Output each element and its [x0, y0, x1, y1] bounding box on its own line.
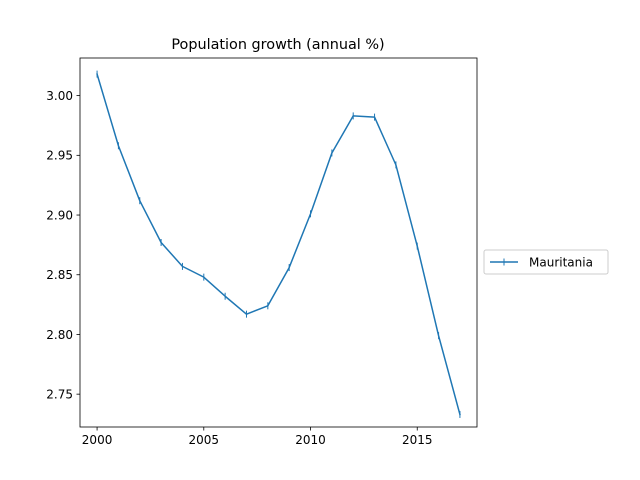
y-tick-label: 2.95 [46, 149, 73, 163]
plot-frame [79, 57, 478, 428]
y-tick-label: 2.75 [46, 387, 73, 401]
y-tick-label: 2.90 [46, 208, 73, 222]
y-tick-label: 3.00 [46, 89, 73, 103]
series-layer [96, 70, 461, 418]
x-tick-label: 2005 [189, 433, 220, 447]
legend-box [483, 249, 609, 275]
y-tick-label: 2.80 [46, 328, 73, 342]
y-axis: 2.75 2.80 2.85 2.90 2.95 3.00 [46, 89, 80, 401]
x-tick-label: 2010 [295, 433, 326, 447]
plot-background [80, 58, 477, 427]
series-line [96, 73, 461, 416]
chart-title: Population growth (annual %) [171, 37, 384, 53]
legend: Mauritania [483, 249, 609, 275]
plot-area [80, 58, 477, 427]
x-axis: 2000 2005 2010 2015 [82, 427, 433, 447]
legend-label: Mauritania [529, 255, 593, 269]
x-tick-label: 2015 [402, 433, 433, 447]
y-tick-label: 2.85 [46, 268, 73, 282]
x-tick-label: 2000 [82, 433, 113, 447]
